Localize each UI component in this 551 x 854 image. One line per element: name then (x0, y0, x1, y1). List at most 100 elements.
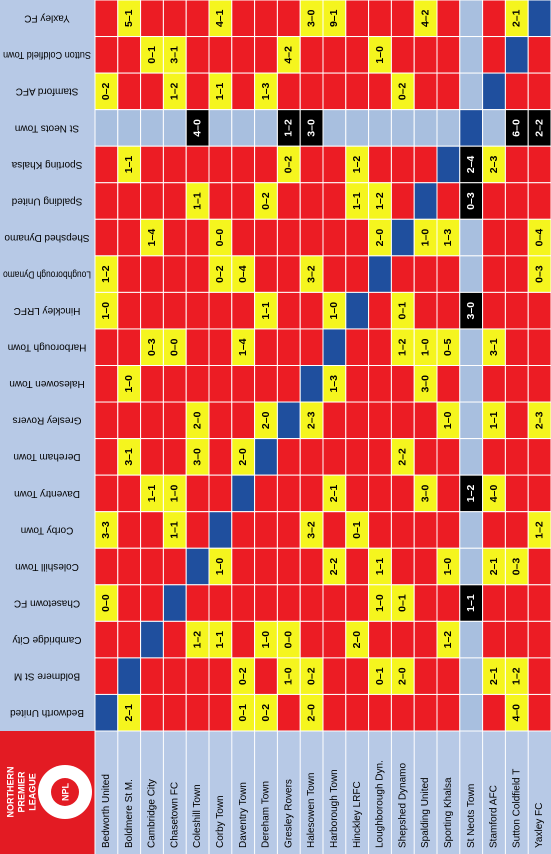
result-cell (162, 584, 187, 622)
result-cell (459, 693, 484, 732)
row-label-bg (0, 0, 95, 731)
result-cell (504, 36, 529, 74)
score: 1–1 (169, 521, 181, 539)
result-cell (231, 584, 256, 622)
score: 2–1 (511, 9, 523, 27)
result-cell (413, 182, 438, 220)
score: 0–1 (397, 302, 409, 320)
column-label: Bedworth United (101, 774, 112, 848)
result-cell (504, 511, 529, 549)
score: 1–2 (100, 265, 112, 283)
result-cell (436, 511, 461, 549)
score: 0–3 (465, 192, 477, 210)
result-cell (413, 620, 438, 659)
result-cell (185, 547, 210, 586)
score: 4–1 (214, 9, 226, 27)
score: 9–1 (328, 9, 340, 27)
result-cell (390, 182, 415, 220)
result-cell (504, 474, 529, 513)
result-cell (185, 474, 210, 513)
result-cell (322, 438, 347, 476)
result-cell (231, 145, 256, 184)
result-cell (140, 584, 164, 622)
result-cell (527, 438, 551, 476)
row-label: Gresley Rovers (13, 415, 82, 426)
result-cell (390, 145, 415, 184)
row-label: Corby Town (21, 524, 74, 535)
result-cell (345, 72, 370, 111)
result-cell (276, 438, 301, 476)
result-cell (436, 474, 461, 513)
result-cell (254, 255, 278, 293)
score: 1–2 (283, 119, 295, 137)
result-cell (254, 328, 278, 367)
result-cell (482, 255, 506, 293)
result-cell (185, 511, 210, 549)
result-cell (185, 693, 210, 732)
result-cell (527, 72, 551, 111)
result-cell (276, 328, 301, 367)
result-cell (482, 218, 506, 257)
score: 2–3 (488, 156, 500, 174)
result-cell (299, 365, 324, 403)
result-cell (482, 438, 506, 476)
column-label: Sutton Coldfield T (511, 769, 522, 848)
result-cell (482, 72, 506, 111)
score: 1–1 (374, 558, 386, 576)
result-cell (368, 438, 392, 476)
score: 1–2 (351, 156, 363, 174)
result-cell (413, 547, 438, 586)
score: 3–0 (191, 448, 203, 466)
result-cell (208, 657, 233, 695)
row-label: Harborough Town (8, 342, 87, 353)
result-cell (231, 291, 256, 330)
score: 1–0 (214, 558, 226, 576)
result-cell (504, 145, 529, 184)
result-cell (527, 328, 551, 367)
score: 2–0 (351, 631, 363, 649)
result-cell (162, 182, 187, 220)
result-cell (527, 620, 551, 659)
result-cell (504, 438, 529, 476)
result-cell (254, 145, 278, 184)
score: 1–0 (442, 558, 454, 576)
result-cell (94, 693, 119, 732)
score: 2–0 (237, 448, 249, 466)
result-cell (527, 657, 551, 695)
score: 3–1 (123, 448, 135, 466)
score: 6–0 (511, 119, 523, 137)
result-cell (94, 109, 119, 147)
column-label: St Neots Town (466, 784, 477, 848)
row-label: Daventry Town (14, 488, 80, 499)
score: 0–0 (100, 594, 112, 612)
result-cell (459, 255, 484, 293)
result-cell (368, 511, 392, 549)
result-cell (390, 36, 415, 74)
score: 1–0 (169, 485, 181, 503)
row-label: Shepshed Dynamo (4, 232, 89, 243)
result-cell (322, 255, 347, 293)
result-cell (322, 36, 347, 74)
score: 2–1 (328, 485, 340, 503)
result-cell (368, 693, 392, 732)
result-cell (322, 109, 347, 147)
result-cell (185, 36, 210, 74)
column-label: Coleshill Town (192, 784, 203, 848)
result-cell (299, 291, 324, 330)
score: 1–1 (214, 82, 226, 100)
result-cell (436, 109, 461, 147)
result-cell (390, 511, 415, 549)
result-cell (276, 291, 301, 330)
result-cell (254, 511, 278, 549)
score: 2–1 (488, 667, 500, 685)
row-label: Cambridge City (13, 634, 82, 645)
score: 0–2 (260, 704, 272, 722)
result-cell (390, 547, 415, 586)
result-cell (117, 474, 142, 513)
score: 0–0 (169, 338, 181, 356)
score: 3–0 (419, 485, 431, 503)
result-cell (459, 72, 484, 111)
result-cell (413, 36, 438, 74)
result-cell (459, 328, 484, 367)
result-cell (527, 474, 551, 513)
